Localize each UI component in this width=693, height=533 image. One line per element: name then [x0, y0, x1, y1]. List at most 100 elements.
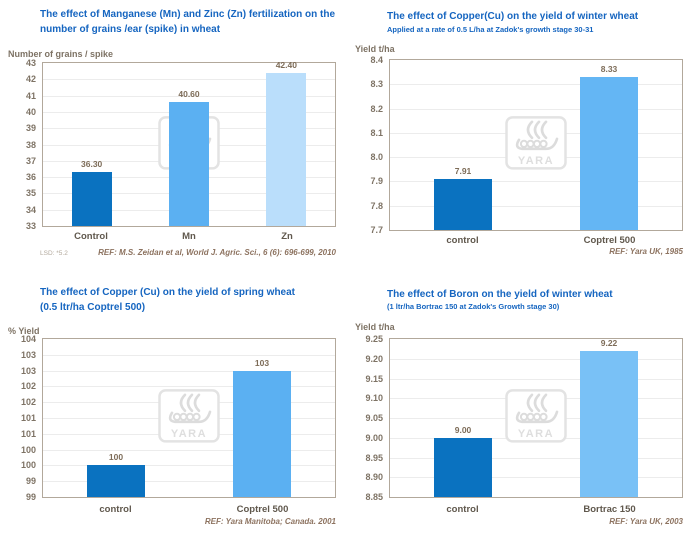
bar-value-label: 7.91 [454, 166, 472, 176]
bar-value-label: 100 [108, 452, 124, 463]
x-category-label: Bortrac 150 [583, 504, 636, 515]
y-tick-label: 104 [20, 334, 36, 344]
watermark-text: YARA [171, 428, 207, 440]
yara-watermark-logo: YARA [505, 116, 567, 170]
y-tick-label: 35 [25, 188, 36, 199]
gridline [390, 108, 682, 110]
y-tick-label: 101 [20, 428, 36, 439]
y-tick-label: 8.4 [370, 55, 383, 65]
chart-subtitle: (1 ltr/ha Bortrac 150 at Zadok's Growth … [387, 302, 560, 311]
y-tick-label: 103 [20, 349, 36, 360]
chart-copper-winter-wheat: The effect of Copper(Cu) on the yield of… [347, 0, 693, 270]
gridline [390, 477, 682, 479]
y-tick-label: 9.10 [365, 393, 383, 404]
gridline [390, 358, 682, 360]
y-tick-label: 9.20 [365, 353, 383, 364]
y-tick-label: 8.3 [370, 79, 383, 90]
y-tick-label: 9.00 [365, 432, 383, 443]
y-tick-label: 100 [20, 444, 36, 455]
y-tick-label: 9.25 [365, 334, 383, 344]
gridline [43, 465, 335, 467]
chart-title: The effect of Copper(Cu) on the yield of… [387, 11, 639, 22]
gridline [43, 481, 335, 483]
x-category-label: Zn [281, 231, 293, 242]
bar-control [71, 172, 112, 226]
bar-coptrel-500 [580, 77, 638, 230]
y-tick-label: 43 [25, 58, 36, 68]
lsd-footnote: LSD: *5.2 [40, 250, 68, 257]
y-tick-label: 102 [20, 381, 36, 392]
gridline [390, 378, 682, 380]
bar-value-label: 9.00 [454, 424, 472, 435]
bar-mn [169, 102, 209, 226]
chart-title: The effect of Boron on the yield of wint… [387, 289, 613, 300]
y-tick-label: 34 [25, 204, 36, 215]
y-tick-label: 41 [25, 90, 36, 101]
gridline [43, 79, 335, 81]
bar-control [434, 437, 492, 497]
plot-area: YARA 434241403938373635343336.3040.6042.… [26, 58, 336, 231]
x-category-label: control [446, 504, 479, 515]
y-tick-label: 7.9 [370, 176, 383, 187]
x-category-label: control [446, 235, 479, 246]
chart-title: The effect of Copper (Cu) on the yield o… [40, 287, 296, 313]
watermark-text: YARA [518, 155, 554, 167]
y-axis-label: % Yield [8, 326, 40, 336]
bar-zn [266, 72, 307, 226]
gridline [43, 370, 335, 372]
gridline [43, 386, 335, 388]
gridline [390, 457, 682, 459]
yara-watermark-logo: YARA [505, 389, 567, 443]
chart-boron-winter-wheat: The effect of Boron on the yield of wint… [347, 278, 693, 533]
x-category-label: control [99, 504, 132, 515]
bar-value-label: 9.22 [600, 337, 618, 348]
y-tick-label: 7.7 [370, 225, 383, 235]
bar-control [87, 465, 145, 497]
y-tick-label: 100 [20, 460, 36, 471]
y-tick-label: 102 [20, 397, 36, 408]
category-axis: Control Mn Zn [42, 231, 336, 244]
y-tick-label: 39 [25, 123, 36, 134]
chart-copper-spring-wheat: The effect of Copper (Cu) on the yield o… [0, 278, 346, 533]
bar-value-label: 42.40 [275, 59, 297, 70]
x-category-label: Coptrel 500 [236, 504, 289, 515]
gridline [43, 95, 335, 97]
reference-text: REF: Yara UK, 1985 [609, 247, 683, 256]
y-tick-label: 33 [25, 221, 36, 231]
y-tick-label: 103 [20, 365, 36, 376]
y-tick-label: 8.95 [365, 452, 383, 463]
bar-control [434, 179, 492, 230]
bar-bortrac-150 [580, 350, 638, 497]
reference-text: REF: Yara Manitoba; Canada. 2001 [204, 517, 336, 526]
plot-area: YARA 8.4 8.3 8.2 8.1 8.0 7.9 7.8 7.7 7.91 8.33 [370, 55, 683, 235]
bar-value-label: 8.33 [600, 64, 618, 74]
y-axis-label: Yield t/ha [355, 44, 395, 54]
x-category-label: Mn [182, 231, 196, 242]
y-axis-label: Number of grains / spike [8, 49, 114, 59]
y-tick-label: 8.85 [365, 492, 383, 502]
bar-value-label: 40.60 [178, 89, 200, 100]
gridline [43, 449, 335, 451]
x-category-label: Coptrel 500 [583, 235, 636, 246]
reference-text: REF: M.S. Zeidan et al, World J. Agric. … [98, 248, 336, 257]
chart-mn-zn-grains: The effect of Manganese (Mn) and Zinc (Z… [0, 0, 346, 270]
y-tick-label: 7.8 [370, 200, 383, 211]
category-axis: control Coptrel 500 [42, 504, 336, 517]
plot-area: YARA 9.25 9.20 9.15 9.10 9.05 9.00 8.95 8.90 8.8… [365, 334, 683, 502]
y-tick-label: 99 [25, 492, 36, 502]
gridline [390, 205, 682, 207]
reference-text: REF: Yara UK, 2003 [609, 517, 683, 526]
chart-title: The effect of Manganese (Mn) and Zinc (Z… [40, 9, 335, 35]
y-tick-label: 9.05 [365, 413, 383, 423]
chart-subtitle: Applied at a rate of 0.5 L/ha at Zadok's… [387, 25, 594, 34]
y-tick-label: 99 [25, 476, 36, 487]
y-tick-label: 8.0 [370, 152, 383, 163]
y-tick-label: 8.90 [365, 472, 383, 483]
y-tick-label: 42 [25, 74, 36, 85]
watermark-text: YARA [518, 428, 554, 440]
gridline [390, 84, 682, 86]
x-category-label: Control [74, 231, 108, 242]
category-axis: control Bortrac 150 [389, 504, 683, 517]
y-axis-label: Yield t/ha [355, 322, 395, 332]
